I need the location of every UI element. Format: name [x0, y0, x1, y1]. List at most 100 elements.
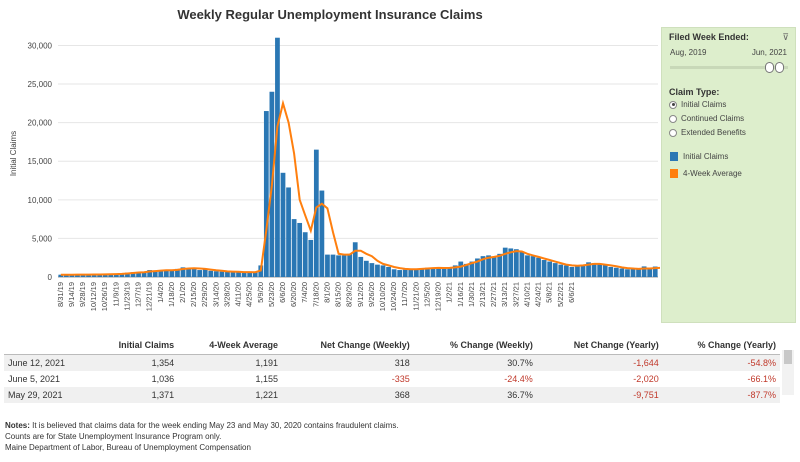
bar: [286, 187, 291, 277]
date-range-slider[interactable]: [670, 66, 788, 69]
x-tick-label: 6/20/20: [289, 282, 298, 307]
bar: [652, 266, 658, 277]
x-tick-label: 3/14/20: [211, 282, 220, 307]
table-cell: June 12, 2021: [4, 354, 93, 371]
bar: [636, 269, 641, 277]
scrollbar-thumb[interactable]: [784, 350, 792, 364]
x-tick-label: 11/7/20: [400, 282, 409, 306]
radio-label: Continued Claims: [681, 114, 745, 123]
table-cell: -66.1%: [747, 374, 776, 384]
x-tick-label: 6/6/20: [278, 282, 287, 303]
x-tick-label: 2/15/20: [189, 282, 198, 307]
slider-end-handle[interactable]: [775, 62, 784, 73]
bar: [486, 255, 491, 277]
bar: [625, 269, 630, 277]
bar: [386, 266, 391, 277]
bar: [536, 257, 541, 277]
column-header: % Change (Yearly): [662, 336, 780, 355]
x-tick-label: 3/28/20: [222, 282, 231, 307]
bar: [236, 272, 241, 277]
bar: [419, 268, 425, 277]
x-tick-label: 10/24/20: [389, 282, 398, 311]
bar: [591, 263, 597, 277]
table-cell: -54.8%: [662, 354, 780, 371]
bar: [213, 271, 219, 277]
bar: [69, 274, 75, 277]
bar: [619, 268, 625, 277]
table-scrollbar[interactable]: [782, 350, 794, 395]
x-tick-label: 10/10/20: [378, 282, 387, 311]
bar: [369, 263, 375, 277]
radio-continued-claims[interactable]: Continued Claims: [669, 114, 744, 123]
bar: [430, 267, 436, 277]
legend-item-initial-claims[interactable]: Initial Claims: [670, 152, 728, 161]
bar: [247, 272, 253, 277]
claims-table: Initial Claims 4-Week Average Net Change…: [4, 336, 780, 403]
bar: [152, 270, 158, 277]
chart-title: Weekly Regular Unemployment Insurance Cl…: [177, 7, 483, 22]
bar: [480, 256, 486, 277]
legend-swatch-blue: [670, 152, 678, 161]
table-cell: May 29, 2021: [4, 387, 93, 403]
bar: [180, 267, 186, 277]
bar: [136, 271, 141, 277]
bar: [580, 264, 586, 277]
radio-extended-benefits[interactable]: Extended Benefits: [669, 128, 746, 137]
bar: [75, 274, 80, 277]
bar: [202, 269, 208, 277]
x-tick-label: 1/4/20: [156, 282, 165, 303]
x-tick-label: 10/26/19: [100, 282, 109, 311]
bar: [597, 263, 603, 277]
bar: [175, 268, 180, 277]
bar: [358, 256, 364, 277]
bar: [208, 270, 214, 277]
table-row[interactable]: June 5, 2021 1,036 1,155 -335 -24.4% -2,…: [4, 371, 780, 387]
bar: [497, 253, 503, 277]
bar: [402, 269, 408, 277]
bar: [375, 264, 380, 277]
bar: [397, 270, 403, 277]
x-tick-label: 2/1/20: [178, 282, 187, 303]
legend-item-4-week-average[interactable]: 4-Week Average: [670, 169, 742, 178]
x-tick-label: 9/14/19: [67, 282, 76, 307]
slider-start-handle[interactable]: [765, 62, 774, 73]
bar: [330, 254, 336, 277]
bar: [575, 266, 580, 277]
claims-chart[interactable]: 0 5,000 10,000 15,000 20,000 25,000 30,000 Init…: [0, 0, 660, 330]
bar: [102, 274, 108, 277]
table-cell: 30.7%: [413, 354, 537, 371]
radio-selected-icon[interactable]: [669, 100, 677, 109]
bar: [125, 272, 130, 277]
range-start-label: Aug, 2019: [670, 48, 707, 57]
range-end-label: Jun, 2021: [751, 48, 787, 57]
bar: [569, 266, 575, 277]
notes-line-1: Notes: It is believed that claims data f…: [5, 420, 399, 431]
x-tick-label: 4/25/20: [245, 282, 254, 307]
y-tick-label: 30,000: [28, 41, 53, 50]
bar: [425, 267, 430, 277]
radio-icon[interactable]: [669, 128, 677, 137]
x-tick-label: 3/27/21: [511, 282, 520, 307]
x-tick-label: 12/7/19: [134, 282, 143, 307]
x-tick-label: 11/23/19: [122, 282, 131, 311]
bar: [297, 222, 303, 277]
bar: [319, 190, 325, 277]
bar: [363, 260, 369, 277]
filter-clear-icon[interactable]: ⊽: [782, 32, 789, 42]
bar: [158, 270, 164, 277]
bar: [547, 261, 553, 277]
bar: [613, 267, 619, 277]
bar: [241, 272, 247, 277]
radio-icon[interactable]: [669, 114, 677, 123]
table-row[interactable]: May 29, 2021 1,371 1,221 368 36.7% -9,75…: [4, 387, 780, 403]
x-tick-label: 8/29/20: [345, 282, 354, 307]
bar: [130, 272, 136, 277]
table-row[interactable]: June 12, 2021 1,354 1,191 318 30.7% -1,6…: [4, 354, 780, 371]
bar: [586, 262, 591, 277]
x-tick-label: 3/13/21: [500, 282, 509, 307]
table-cell: -9,751: [536, 387, 663, 403]
radio-initial-claims[interactable]: Initial Claims: [669, 100, 726, 109]
bar: [336, 255, 341, 277]
bar: [347, 253, 353, 277]
x-tick-label: 8/1/20: [322, 282, 331, 303]
